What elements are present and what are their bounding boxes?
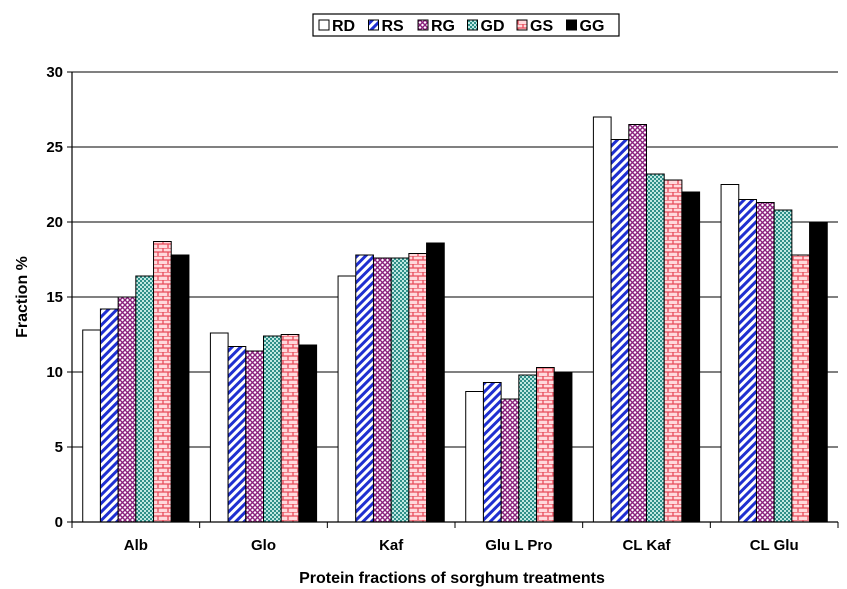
bar-gd-1	[263, 335, 282, 523]
bar-rs-0	[99, 308, 119, 523]
bar-gs-2	[408, 253, 428, 523]
y-tick-label: 20	[46, 214, 63, 231]
legend-box	[312, 13, 620, 37]
legend-swatch-rd	[318, 19, 330, 31]
bar-rd-1	[209, 332, 229, 523]
x-axis-title: Protein fractions of sorghum treatments	[299, 570, 605, 587]
bar-rs-1	[227, 346, 247, 523]
x-axis-category-labels: Alb Glo Kaf Glu L Pro CL Kaf CL Glu	[124, 537, 799, 554]
bar-rs-4	[610, 139, 630, 523]
bar-rd-5	[720, 184, 740, 523]
x-category-label: Kaf	[379, 537, 404, 554]
y-tick-label: 25	[46, 139, 63, 156]
bar-gg-0	[170, 254, 190, 523]
bar-rg-4	[628, 124, 647, 523]
y-tick-label: 10	[46, 364, 63, 381]
bar-gs-5	[791, 254, 811, 523]
bar-rg-1	[245, 350, 265, 523]
bar-gg-3	[553, 371, 573, 523]
bar-rg-2	[372, 257, 392, 523]
bar-gd-2	[390, 257, 410, 523]
legend-swatch-rg	[417, 19, 429, 31]
bars	[82, 116, 828, 523]
y-axis-title: Fraction %	[14, 256, 31, 338]
y-tick-label: 30	[46, 64, 63, 81]
bar-rg-5	[755, 202, 775, 523]
bar-gd-0	[135, 275, 155, 523]
bar-gd-5	[773, 209, 793, 523]
y-tick-label: 0	[55, 514, 63, 531]
legend-label-gd: GD	[481, 18, 505, 35]
y-tick-label: 5	[55, 439, 63, 456]
legend-label-rd: RD	[332, 18, 355, 35]
x-category-label: Glu L Pro	[485, 537, 552, 554]
bar-gs-1	[280, 334, 300, 523]
bar-gg-1	[298, 344, 318, 523]
bar-gs-0	[153, 241, 172, 523]
x-category-label: CL Kaf	[622, 537, 671, 554]
x-category-label: Glo	[251, 537, 276, 554]
bar-gg-2	[426, 242, 445, 523]
gridlines	[72, 71, 838, 448]
y-tick-label: 15	[46, 289, 63, 306]
x-category-label: CL Glu	[750, 537, 799, 554]
axes	[71, 72, 839, 528]
legend-swatch-gd	[467, 19, 478, 31]
x-category-label: Alb	[124, 537, 148, 554]
y-axis-ticks: 0 5 10 15 20 25 30	[46, 64, 72, 531]
bar-rg-3	[500, 398, 520, 523]
bar-rg-0	[117, 296, 137, 523]
bar-rd-4	[592, 116, 612, 523]
bar-gg-4	[681, 191, 701, 523]
bar-rd-3	[465, 391, 484, 523]
legend-swatch-rs	[368, 19, 379, 31]
bar-rs-5	[738, 199, 757, 523]
bar-gd-4	[646, 173, 665, 523]
bar-rd-2	[337, 275, 357, 523]
legend-label-gg: GG	[580, 18, 605, 35]
bar-rs-3	[482, 382, 502, 523]
legend: RD RS RG GD GS GG	[312, 13, 620, 37]
bar-rd-0	[82, 329, 101, 523]
legend-swatch-gg	[566, 19, 577, 31]
bar-gg-5	[809, 221, 828, 523]
legend-label-rg: RG	[431, 18, 455, 35]
legend-label-gs: GS	[530, 18, 553, 35]
bar-rs-2	[355, 254, 374, 523]
bar-gs-3	[536, 367, 555, 523]
bar-gs-4	[663, 179, 683, 523]
legend-swatch-gs	[516, 19, 528, 31]
legend-label-rs: RS	[382, 18, 405, 35]
bar-gd-3	[518, 374, 538, 523]
